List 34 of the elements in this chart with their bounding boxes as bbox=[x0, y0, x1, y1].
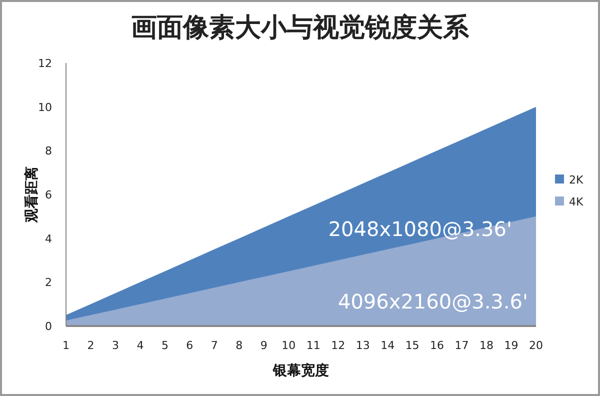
x-tick-label: 19 bbox=[504, 339, 518, 352]
x-tick-label: 18 bbox=[480, 339, 494, 352]
x-tick-label: 5 bbox=[161, 339, 168, 352]
x-tick-label: 16 bbox=[430, 339, 444, 352]
x-tick-label: 13 bbox=[356, 339, 370, 352]
x-tick-label: 7 bbox=[210, 339, 218, 352]
x-tick-label: 8 bbox=[236, 339, 243, 352]
x-tick-label: 20 bbox=[529, 339, 543, 352]
x-tick-label: 12 bbox=[331, 339, 346, 352]
x-tick-label: 6 bbox=[186, 339, 194, 352]
chart-title: 画面像素大小与视觉锐度关系 bbox=[131, 13, 470, 43]
x-tick-label: 1 bbox=[62, 339, 70, 352]
legend-label: 2K bbox=[569, 174, 584, 186]
x-tick-label: 11 bbox=[306, 339, 320, 352]
y-tick-label: 6 bbox=[45, 188, 52, 202]
y-tick-label: 2 bbox=[45, 276, 52, 290]
legend-label: 4K bbox=[569, 196, 584, 208]
x-tick-label: 17 bbox=[454, 339, 469, 352]
x-tick-label: 4 bbox=[136, 339, 144, 352]
annotation: 2048x1080@3.36' bbox=[328, 217, 512, 242]
y-tick-label: 12 bbox=[38, 57, 52, 70]
x-tick-label: 2 bbox=[87, 339, 94, 352]
x-tick-label: 10 bbox=[282, 339, 296, 352]
y-tick-label: 4 bbox=[45, 232, 52, 246]
x-tick-label: 14 bbox=[380, 339, 395, 352]
y-tick-label: 8 bbox=[45, 144, 52, 158]
x-tick-label: 3 bbox=[112, 339, 119, 352]
y-axis-title: 观看距离 bbox=[23, 166, 40, 224]
y-tick-label: 0 bbox=[45, 320, 52, 333]
x-axis-title: 银幕宽度 bbox=[272, 362, 329, 379]
y-tick-label: 10 bbox=[38, 100, 52, 114]
x-tick-label: 9 bbox=[260, 339, 268, 352]
annotation: 4096x2160@3.3.6' bbox=[338, 289, 528, 314]
x-tick-label: 15 bbox=[405, 339, 420, 352]
